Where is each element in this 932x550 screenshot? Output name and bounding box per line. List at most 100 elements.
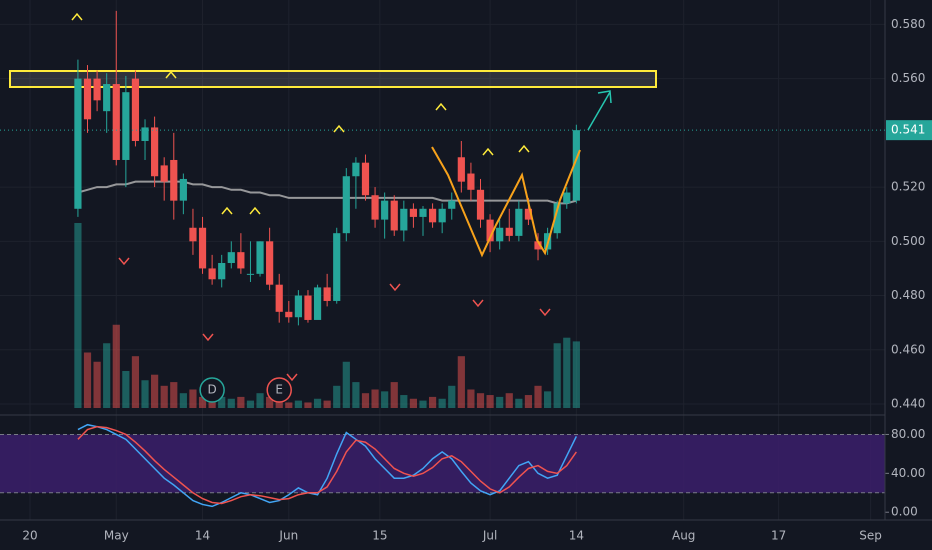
candle-body	[198, 227, 207, 269]
volume-bar	[179, 393, 187, 408]
y-tick-label: 0.560	[891, 71, 925, 85]
volume-bar	[246, 400, 255, 408]
candle-body	[524, 208, 533, 220]
y-tick-label: 0.580	[891, 17, 925, 31]
candle-body	[151, 127, 159, 177]
candle-body	[179, 178, 187, 201]
volume-bar	[496, 396, 504, 408]
candle-body	[112, 84, 120, 160]
candle-body	[266, 241, 274, 285]
candle-body	[189, 227, 197, 242]
candle-body	[141, 127, 149, 141]
candle-body	[419, 208, 427, 217]
volume-bar	[189, 389, 197, 408]
volume-bar	[122, 371, 130, 408]
y-tick-label: 0.460	[891, 342, 925, 356]
volume-bar	[390, 382, 398, 408]
volume-bar	[486, 395, 494, 408]
volume-bar	[457, 356, 465, 408]
trough-markers	[118, 257, 551, 382]
volume-bar	[256, 393, 264, 408]
target-arrow	[587, 90, 612, 131]
candle-body	[534, 241, 542, 250]
volume-bar	[131, 356, 140, 408]
volume-bar	[333, 385, 341, 408]
event-marker	[199, 377, 225, 403]
volume-bar	[419, 400, 427, 408]
volume-bar	[381, 391, 389, 408]
candle-body	[438, 208, 446, 223]
volume-bar	[438, 398, 446, 408]
candle-body	[160, 165, 168, 182]
volume-bar	[352, 382, 360, 408]
candle-body	[218, 263, 226, 280]
candles	[74, 10, 580, 326]
candle-body	[275, 284, 283, 312]
candle-body	[448, 200, 456, 209]
x-tick-label: May	[104, 529, 129, 543]
volume-bar	[313, 398, 322, 408]
candle-body	[227, 252, 235, 264]
volume-bar	[400, 395, 408, 408]
candle-body	[170, 159, 178, 201]
candle-body	[457, 157, 465, 182]
volume-bar	[151, 374, 159, 408]
volume-bar	[467, 389, 475, 408]
resistance-zone	[9, 70, 657, 88]
candle-body	[294, 295, 302, 318]
volume-bar	[160, 385, 168, 408]
x-tick-label: 14	[195, 529, 210, 543]
event-label: D	[207, 383, 216, 397]
oscillator-line	[77, 425, 577, 505]
volume-bar	[524, 395, 533, 408]
volume-bar	[285, 402, 293, 408]
volume-bar	[428, 396, 437, 408]
x-tick-label: 20	[22, 529, 37, 543]
candle-body	[467, 173, 475, 190]
x-tick-label: Jul	[482, 529, 497, 543]
event-label: E	[275, 383, 283, 397]
x-tick-label: Sep	[859, 529, 882, 543]
x-tick-label: Aug	[672, 529, 695, 543]
last-price-box	[886, 120, 932, 141]
candle-body	[208, 268, 216, 280]
candle-body	[333, 233, 341, 301]
candle-body	[83, 78, 92, 120]
volume-bar	[93, 361, 101, 408]
last-price-label: 0.541	[891, 123, 925, 137]
candle-body	[103, 84, 111, 112]
oscillator-tick-label: 80.00	[891, 427, 925, 441]
candle-body	[237, 252, 245, 269]
y-tick-label: 0.520	[891, 180, 925, 194]
volume-bar	[170, 382, 178, 408]
candle-body	[476, 189, 485, 220]
volume-bar	[208, 398, 216, 408]
candle-body	[428, 208, 437, 223]
candle-body	[381, 200, 389, 220]
y-tick-label: 0.440	[891, 397, 925, 411]
candle-body	[496, 227, 504, 242]
volume-bar	[227, 398, 235, 408]
volume-bar	[572, 341, 580, 408]
x-tick-label: Jun	[278, 529, 298, 543]
volume-bar	[141, 380, 149, 408]
volume-bar	[544, 391, 552, 408]
candle-body	[313, 287, 322, 320]
volume-bar	[83, 352, 92, 408]
volume-bar	[103, 343, 111, 408]
volume-bar	[323, 400, 331, 408]
candle-body	[131, 78, 140, 141]
candle-body	[486, 219, 494, 242]
volume-bar	[476, 393, 485, 408]
volume-bar	[237, 396, 245, 408]
candle-body	[256, 241, 264, 274]
x-tick-label: 15	[372, 529, 387, 543]
x-tick-label: 17	[771, 529, 786, 543]
volume-bar	[74, 223, 82, 408]
peak-markers	[71, 12, 530, 215]
w-pattern	[431, 146, 581, 258]
candle-body	[361, 162, 370, 196]
candle-body	[505, 227, 513, 236]
y-tick-label: 0.480	[891, 288, 925, 302]
